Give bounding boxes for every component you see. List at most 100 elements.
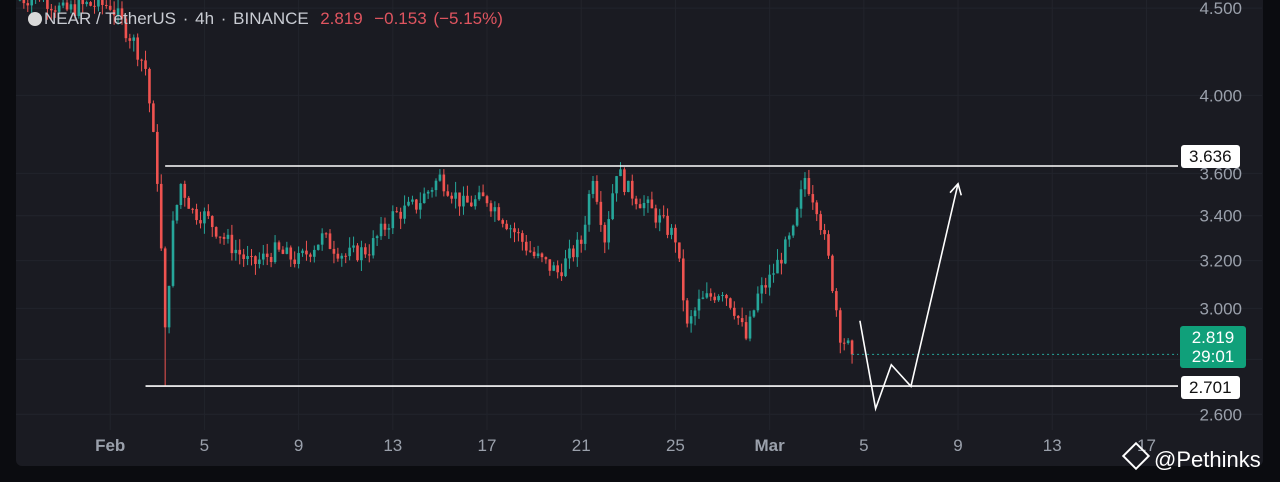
candle-body: [764, 285, 768, 288]
candle-body: [670, 227, 673, 235]
candle-body: [222, 236, 226, 239]
y-tick-label: 2.600: [1199, 405, 1242, 424]
candle-body: [61, 2, 65, 6]
candle-body: [572, 248, 575, 258]
candle-body: [603, 224, 607, 243]
candle-body: [795, 208, 799, 226]
last-price-tag: 2.819 29:01: [1180, 326, 1246, 368]
candle-body: [729, 298, 732, 308]
candle-body: [713, 296, 716, 301]
upper-level-price-tag: 3.636: [1181, 145, 1240, 168]
candle-body: [815, 202, 819, 215]
candle-body: [835, 291, 838, 311]
candle-body: [101, 0, 104, 5]
candle-body: [493, 207, 497, 212]
interval[interactable]: 4h: [195, 9, 215, 28]
candle-body: [179, 183, 183, 205]
candle-body: [183, 183, 187, 198]
candle-body: [517, 232, 520, 234]
header-change-pct: (−5.15%): [433, 9, 503, 28]
candle-body: [97, 0, 100, 7]
exchange: BINANCE: [233, 9, 309, 28]
candle-body: [725, 295, 728, 299]
candle-body: [681, 258, 685, 301]
candle-body: [489, 203, 493, 212]
candle-body: [258, 259, 261, 264]
candle-body: [77, 0, 81, 17]
candle-body: [564, 258, 567, 277]
candle-body: [199, 220, 202, 224]
x-tick-label: 9: [953, 436, 962, 455]
candle-body: [214, 227, 218, 237]
candle-body: [607, 219, 611, 243]
candle-body: [187, 197, 191, 209]
candle-body: [340, 255, 344, 259]
candle-body: [156, 131, 159, 184]
candle-body: [305, 250, 308, 255]
candle-body: [313, 249, 316, 257]
projection-path: [859, 183, 959, 412]
candle-body: [328, 233, 332, 249]
candle-body: [332, 248, 336, 254]
candle-body: [470, 202, 473, 207]
candle-body: [316, 244, 320, 250]
candle-body: [666, 215, 669, 235]
candle-body: [501, 220, 505, 224]
candle-body: [658, 215, 662, 223]
y-tick-label: 3.400: [1199, 207, 1242, 226]
x-tick-label: Feb: [95, 436, 125, 455]
candle-body: [104, 4, 108, 6]
candle-body: [434, 180, 438, 191]
separator: ·: [182, 9, 189, 28]
candle-body: [697, 298, 701, 311]
candle-body: [587, 193, 591, 225]
candle-body: [320, 233, 324, 245]
candle-body: [701, 297, 705, 299]
candle-body: [140, 59, 143, 61]
candle-body: [674, 227, 677, 243]
candle-body: [426, 191, 430, 194]
candle-body: [301, 250, 304, 254]
candle-body: [521, 233, 524, 242]
candle-body: [391, 211, 395, 229]
candle-body: [53, 10, 57, 12]
candle-body: [210, 216, 214, 228]
candle-body: [26, 3, 30, 6]
candle-body: [116, 8, 120, 16]
candle-body: [575, 239, 579, 258]
candle-body: [740, 318, 744, 323]
candle-body: [50, 8, 53, 11]
candle-body: [630, 180, 634, 199]
candle-body: [89, 2, 92, 6]
candle-body: [273, 242, 277, 263]
y-tick-label: 4.000: [1199, 86, 1242, 105]
candle-body: [505, 223, 508, 230]
candle-body: [646, 199, 650, 203]
candle-body: [148, 68, 151, 104]
y-tick-label: 3.600: [1199, 164, 1242, 183]
candle-body: [768, 274, 771, 288]
candle-body: [22, 0, 26, 4]
candle-body: [269, 256, 273, 263]
candle-body: [159, 183, 163, 249]
candle-body: [838, 310, 842, 343]
candle-body: [556, 265, 559, 273]
candle-body: [203, 211, 206, 224]
candle-body: [819, 214, 822, 231]
candle-body: [293, 259, 296, 264]
candle-body: [93, 5, 96, 7]
x-tick-label: 9: [294, 436, 303, 455]
candle-body: [442, 174, 446, 192]
candle-body: [108, 5, 112, 10]
candle-body: [473, 199, 477, 207]
pair-name[interactable]: NEAR / TetherUS: [44, 9, 176, 28]
candle-body: [634, 198, 638, 205]
header-price: 2.819: [320, 9, 363, 28]
x-tick-label: Mar: [755, 436, 786, 455]
candle-body: [748, 316, 752, 339]
candle-body: [324, 233, 328, 235]
candle-body: [230, 234, 234, 254]
separator: ·: [220, 9, 227, 28]
